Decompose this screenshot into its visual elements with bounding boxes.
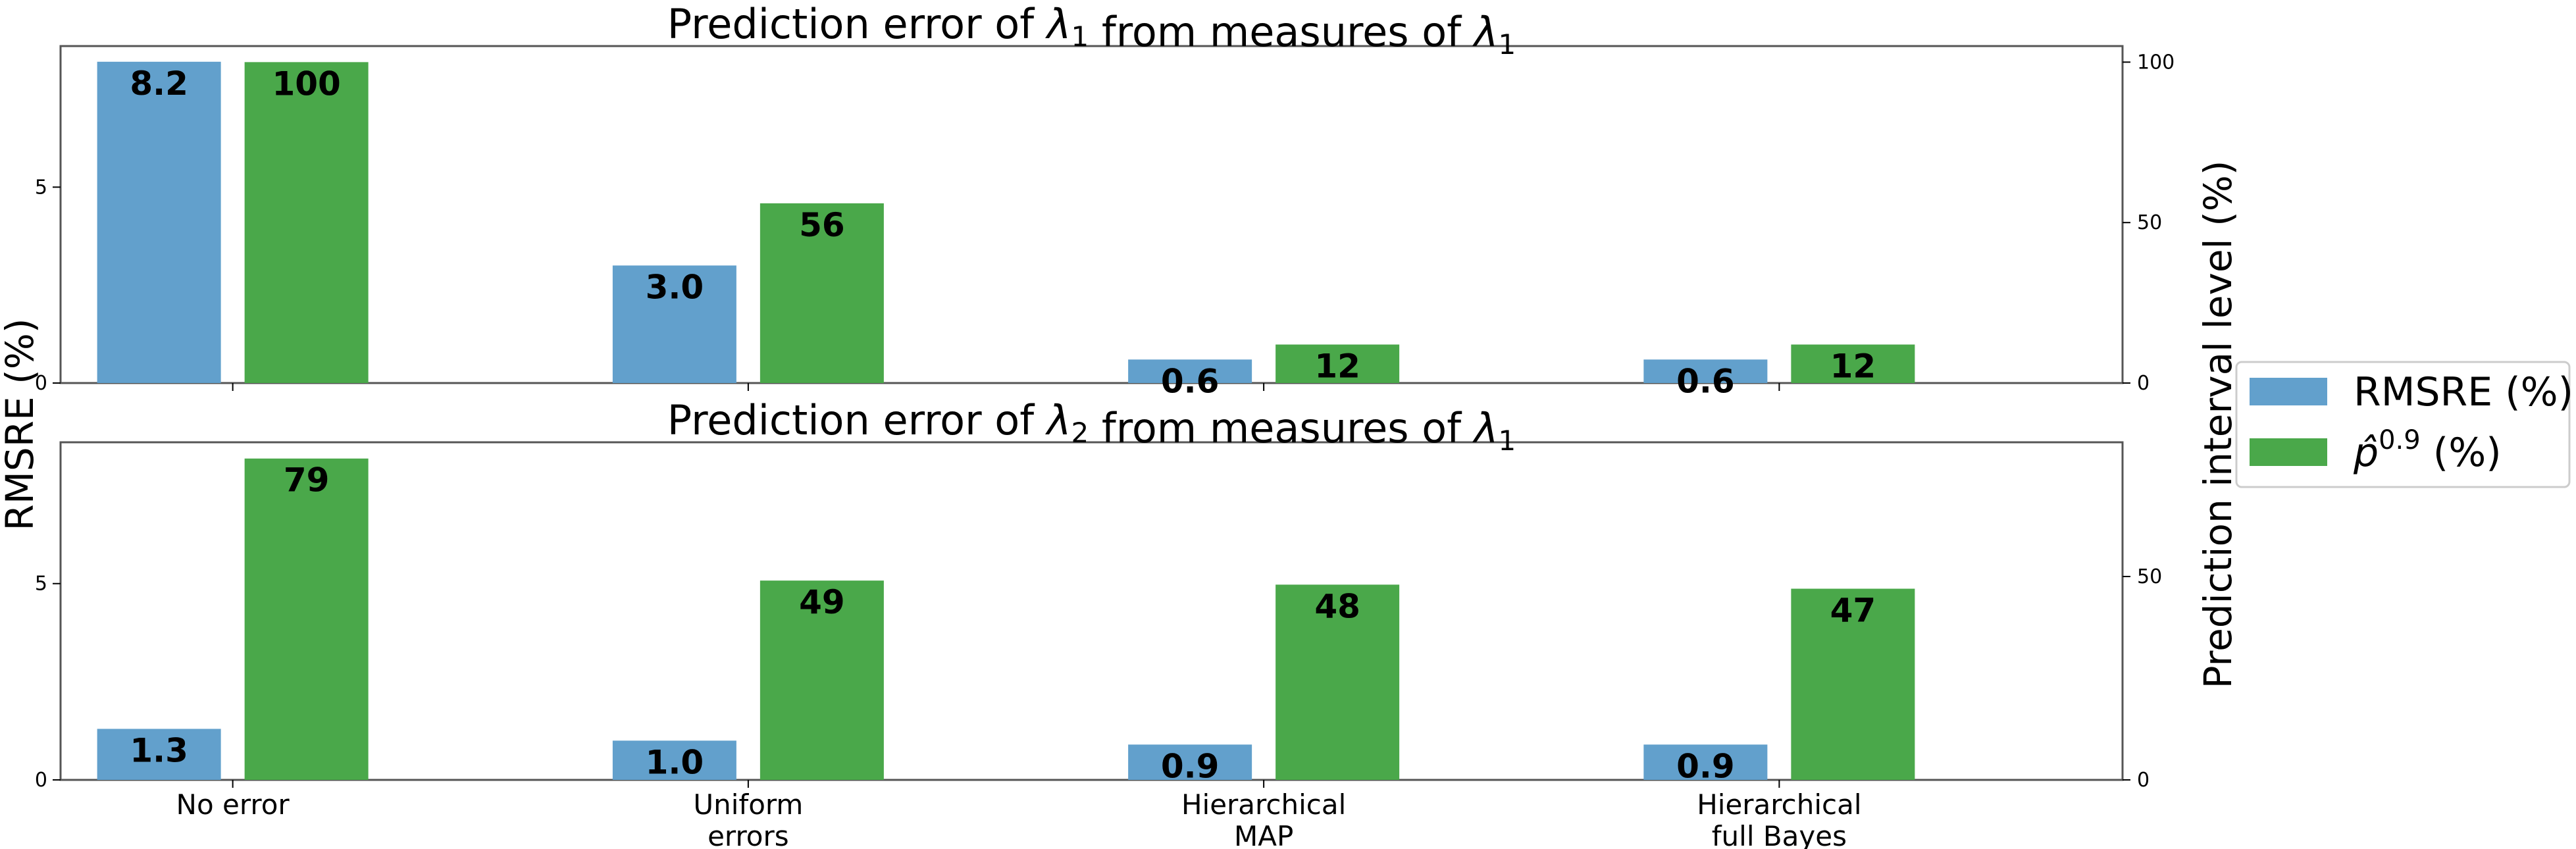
bar-value-label: 100 xyxy=(272,64,340,103)
right-y-tick-label: 0 xyxy=(2137,769,2150,792)
bar-p09 xyxy=(244,62,369,383)
chart-title: Prediction error of λ2 from measures of … xyxy=(667,396,1516,457)
bar-p09 xyxy=(1791,588,1915,780)
x-tick-label: No error xyxy=(176,788,290,821)
left-y-tick-label: 5 xyxy=(35,573,47,596)
bar-rmsre xyxy=(97,729,221,780)
bar-p09 xyxy=(1275,584,1400,780)
bar-rmsre xyxy=(1643,744,1768,780)
chart-panels: Prediction error of λ1 from measures of … xyxy=(35,0,2175,849)
bar-value-label: 0.9 xyxy=(1676,747,1735,785)
x-tick-label: Uniform errors xyxy=(693,788,803,849)
x-tick-label: Hierarchical full Bayes xyxy=(1697,788,1861,849)
bar-value-label: 56 xyxy=(799,206,845,244)
legend-label-p09: p̂0.9 (%) xyxy=(2353,425,2502,476)
bar-rmsre xyxy=(612,740,736,780)
bar-p09 xyxy=(760,203,884,383)
left-y-tick-label: 0 xyxy=(35,769,47,792)
legend-label-rmsre: RMSRE (%) xyxy=(2354,369,2573,415)
bar-value-label: 79 xyxy=(284,461,330,500)
bar-value-label: 0.6 xyxy=(1161,362,1220,400)
bar-value-label: 48 xyxy=(1314,587,1360,625)
bar-p09 xyxy=(760,580,884,780)
bar-value-label: 47 xyxy=(1830,592,1876,630)
bar-rmsre xyxy=(97,61,221,383)
chart-legend: RMSRE (%) p̂0.9 (%) xyxy=(2235,361,2573,488)
right-y-tick-label: 50 xyxy=(2137,565,2162,588)
bar-value-label: 1.3 xyxy=(130,731,188,769)
panel-1: Prediction error of λ1 from measures of … xyxy=(35,0,2175,400)
bar-rmsre xyxy=(612,265,736,383)
chart-title: Prediction error of λ1 from measures of … xyxy=(667,0,1516,61)
bar-p09 xyxy=(244,458,369,780)
plot-frame xyxy=(59,45,2124,384)
bar-value-label: 0.6 xyxy=(1676,362,1735,400)
bar-value-label: 12 xyxy=(1830,347,1876,385)
left-y-axis-label: RMSRE (%) xyxy=(0,319,42,531)
right-y-tick-label: 0 xyxy=(2137,372,2150,395)
left-y-tick-label: 5 xyxy=(35,176,47,199)
bar-rmsre xyxy=(1128,359,1252,383)
bar-rmsre xyxy=(1643,359,1768,383)
right-y-axis-label: Prediction interval level (%) xyxy=(2196,161,2240,689)
legend-swatch-p09 xyxy=(2250,438,2327,466)
bar-p09 xyxy=(1791,344,1915,383)
bar-value-label: 12 xyxy=(1314,347,1360,385)
right-y-tick-label: 100 xyxy=(2137,51,2175,74)
bar-rmsre xyxy=(1128,744,1252,780)
left-y-tick-label: 0 xyxy=(35,372,47,395)
plot-frame xyxy=(59,441,2124,781)
bar-value-label: 49 xyxy=(799,583,845,621)
bar-p09 xyxy=(1275,344,1400,383)
bar-value-label: 1.0 xyxy=(646,743,704,781)
legend-swatch-rmsre xyxy=(2250,378,2327,405)
panel-2: Prediction error of λ2 from measures of … xyxy=(35,396,2162,849)
bar-value-label: 0.9 xyxy=(1161,747,1220,785)
right-y-tick-label: 50 xyxy=(2137,211,2162,234)
bar-value-label: 3.0 xyxy=(646,268,704,306)
x-tick-label: Hierarchical MAP xyxy=(1181,788,1346,849)
bar-value-label: 8.2 xyxy=(130,64,188,103)
